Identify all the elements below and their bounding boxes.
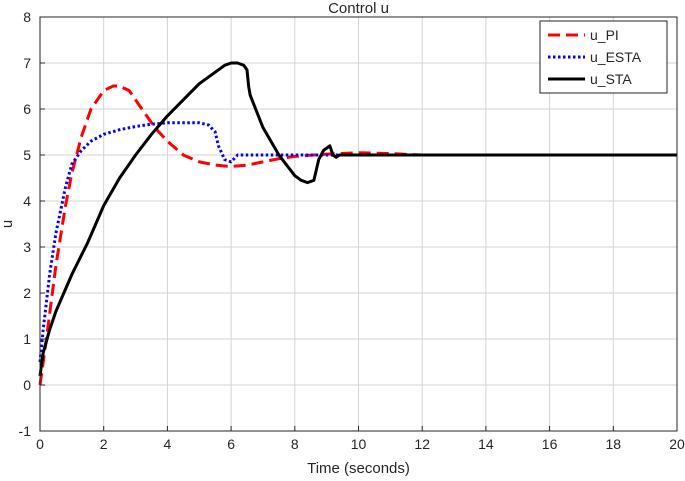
plot-lines <box>38 61 677 386</box>
legend-label: u_ESTA <box>590 49 642 65</box>
x-tick-label: 8 <box>291 436 299 452</box>
legend-label: u_PI <box>590 27 619 43</box>
y-tick-label: 7 <box>23 55 31 71</box>
legend-box <box>539 20 668 94</box>
x-tick-label: 20 <box>669 436 685 452</box>
x-tick-label: 4 <box>164 436 172 452</box>
y-tick-label: 2 <box>23 285 31 301</box>
x-axis-title: Time (seconds) <box>307 460 410 477</box>
x-tick-label: 10 <box>351 436 367 452</box>
x-tick-label: 0 <box>36 436 44 452</box>
y-tick-label: 3 <box>23 239 31 255</box>
y-tick-label: -1 <box>19 423 32 439</box>
x-tick-label: 16 <box>542 436 558 452</box>
x-tick-label: 2 <box>100 436 108 452</box>
series-line-u-esta <box>38 121 677 363</box>
x-tick-label: 12 <box>414 436 430 452</box>
series-line-u-sta <box>38 61 677 377</box>
y-tick-label: 6 <box>23 101 31 117</box>
y-tick-label: 0 <box>23 377 31 393</box>
x-tick-label: 14 <box>478 436 494 452</box>
x-tick-label: 18 <box>606 436 622 452</box>
y-axis-title: u <box>0 220 16 228</box>
y-tick-label: 8 <box>23 9 31 25</box>
y-tick-label: 4 <box>23 193 31 209</box>
chart-title: Control u <box>328 0 389 17</box>
x-tick-label: 6 <box>227 436 235 452</box>
legend-label: u_STA <box>590 71 632 87</box>
legend: u_PI u_ESTA u_STA <box>539 20 668 94</box>
y-tick-label: 1 <box>23 331 31 347</box>
y-tick-label: 5 <box>23 147 31 163</box>
